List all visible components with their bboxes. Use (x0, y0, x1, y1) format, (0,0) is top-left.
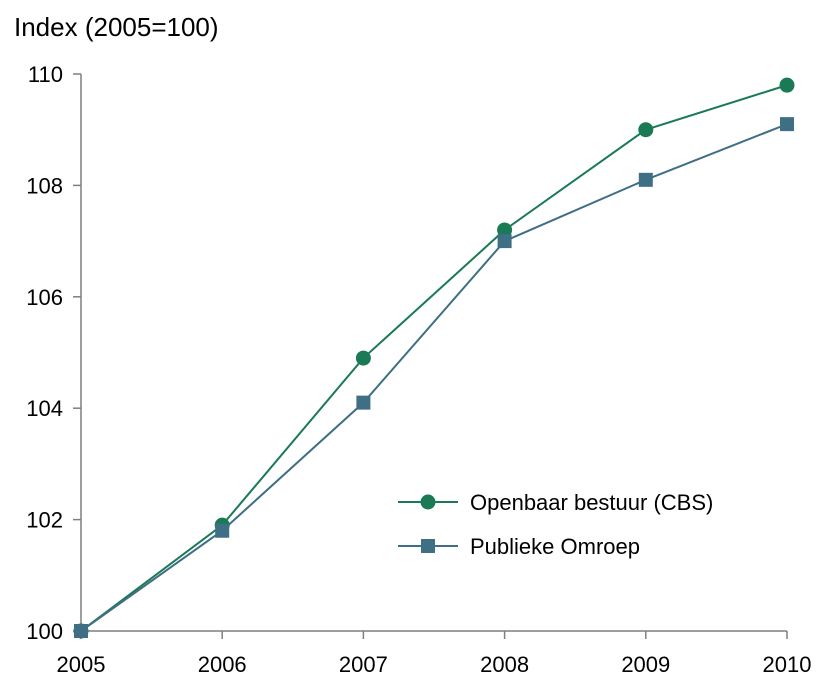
data-point (638, 172, 653, 187)
series-group (74, 117, 794, 638)
series-line (80, 123, 788, 632)
axes: 100 102 104 106 108 110 2005 2006 2007 2008 2009 20… (26, 62, 811, 677)
y-axis-title: Index (2005=100) (14, 12, 219, 42)
legend-entry: Publieke Omroep (398, 534, 640, 559)
legend-marker (420, 494, 436, 510)
series-line (80, 84, 788, 632)
x-tick-label: 2005 (57, 652, 106, 677)
y-tick-label: 108 (26, 173, 63, 198)
y-tick-label: 104 (26, 396, 63, 421)
y-tick-label: 100 (26, 619, 63, 644)
data-point (74, 624, 88, 638)
data-point (638, 122, 654, 138)
legend: Openbaar bestuur (CBS) Publieke Omroep (398, 490, 713, 559)
x-tick-label: 2007 (339, 652, 388, 677)
data-point (355, 350, 371, 366)
series-layer (73, 77, 795, 639)
y-tick-label: 110 (28, 62, 63, 87)
data-point (356, 395, 371, 410)
data-point (780, 117, 794, 132)
legend-entry: Openbaar bestuur (CBS) (398, 490, 713, 515)
data-point (497, 234, 512, 249)
x-tick-label: 2010 (763, 652, 812, 677)
y-tick-label: 106 (26, 285, 63, 310)
data-point (497, 222, 513, 238)
x-tick-label: 2006 (198, 652, 247, 677)
x-tick-label: 2009 (621, 652, 670, 677)
series-group (73, 77, 795, 639)
legend-label: Openbaar bestuur (CBS) (470, 490, 713, 515)
data-point (779, 77, 795, 93)
legend-label: Publieke Omroep (470, 534, 640, 559)
y-tick-label: 102 (26, 508, 63, 533)
x-tick-label: 2008 (480, 652, 529, 677)
legend-marker (421, 539, 435, 553)
data-point (215, 523, 230, 538)
